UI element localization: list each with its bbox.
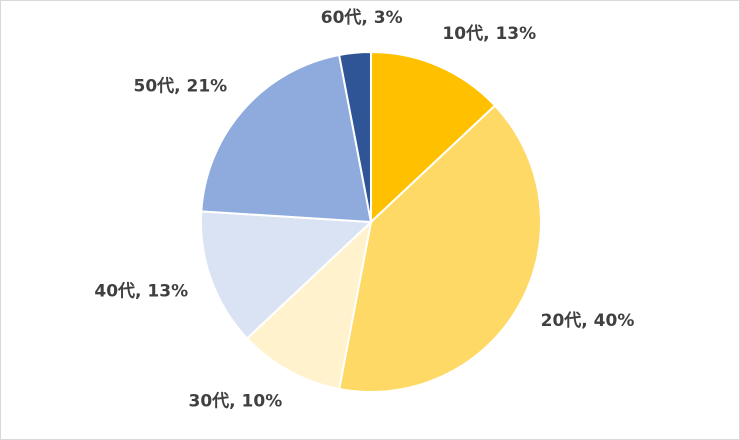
pie-slice — [337, 104, 543, 393]
pie-slice — [200, 53, 373, 224]
data-label: 20代, 40% — [541, 310, 635, 331]
data-label: 10代, 13% — [442, 23, 536, 44]
pie-slice — [245, 219, 373, 391]
pie-slice — [200, 210, 374, 340]
pie-slice — [337, 50, 372, 223]
data-label: 40代, 13% — [94, 280, 188, 301]
data-label: 30代, 10% — [189, 391, 283, 412]
pie-slice — [370, 50, 497, 225]
data-label: 60代, 3% — [321, 7, 403, 28]
data-label: 50代, 21% — [133, 75, 227, 96]
